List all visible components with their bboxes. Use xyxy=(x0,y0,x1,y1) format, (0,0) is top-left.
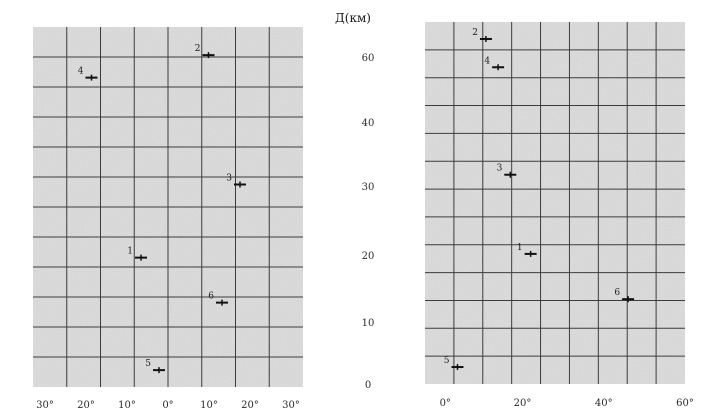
x-tick-label: 30° xyxy=(282,400,300,411)
target-label: 1 xyxy=(127,247,133,257)
y-tick-label: 60 xyxy=(362,53,375,64)
target-mark-4: 4 xyxy=(78,67,98,81)
x-tick-label: 20° xyxy=(77,400,95,411)
left-marks: 2 4 3 1 6 5 xyxy=(78,44,246,374)
target-mark-2: 2 xyxy=(472,28,492,42)
target-label: 3 xyxy=(497,164,503,174)
target-label: 6 xyxy=(614,288,620,298)
target-label: 3 xyxy=(226,174,232,184)
y-tick-label: 30 xyxy=(362,182,375,193)
y-tick-label: 0 xyxy=(365,380,371,391)
target-mark-1: 1 xyxy=(517,243,537,257)
y-tick-label: 20 xyxy=(362,251,375,262)
x-tick-label: 0° xyxy=(162,400,173,411)
y-tick-label: 10 xyxy=(362,318,375,329)
target-mark-5: 5 xyxy=(444,356,464,371)
x-tick-label: 30° xyxy=(36,400,54,411)
x-tick-label: 40° xyxy=(595,398,613,409)
right-x-ticks: 0° 20° 40° 60° xyxy=(440,398,694,409)
target-label: 6 xyxy=(208,292,214,302)
target-label: 5 xyxy=(444,356,450,366)
y-axis-title: Д(км) xyxy=(335,11,371,25)
left-radar-panel: 2 4 3 1 6 5 30° 20° 10° 0° 10° 20° 30° xyxy=(33,27,303,411)
x-tick-label: 60° xyxy=(676,398,694,409)
x-tick-label: 10° xyxy=(118,400,136,411)
target-mark-3: 3 xyxy=(497,164,517,178)
target-label: 2 xyxy=(472,28,478,38)
y-tick-label: 40 xyxy=(362,118,375,129)
target-mark-6: 6 xyxy=(208,292,228,306)
y-ticks: 0 10 20 30 40 60 xyxy=(362,53,375,391)
x-tick-label: 0° xyxy=(440,398,451,409)
x-tick-label: 10° xyxy=(200,400,218,411)
right-marks: 2 4 3 1 6 5 xyxy=(444,28,635,371)
target-mark-1: 1 xyxy=(127,247,147,261)
target-mark-3: 3 xyxy=(226,174,246,188)
target-mark-6: 6 xyxy=(614,288,635,303)
target-mark-5: 5 xyxy=(145,359,165,374)
target-label: 4 xyxy=(78,67,84,77)
target-label: 5 xyxy=(145,359,151,369)
target-label: 4 xyxy=(484,56,490,66)
x-tick-label: 20° xyxy=(514,398,532,409)
left-x-ticks: 30° 20° 10° 0° 10° 20° 30° xyxy=(36,400,300,411)
right-panel-texture xyxy=(425,22,685,384)
right-radar-panel: 2 4 3 1 6 5 0° 20° 40° 60° xyxy=(425,22,694,409)
target-label: 2 xyxy=(195,44,201,54)
target-mark-2: 2 xyxy=(195,44,215,59)
target-mark-4: 4 xyxy=(484,56,505,71)
right-grid xyxy=(425,22,685,384)
target-label: 1 xyxy=(517,243,523,253)
left-grid xyxy=(33,27,303,387)
x-tick-label: 20° xyxy=(241,400,259,411)
